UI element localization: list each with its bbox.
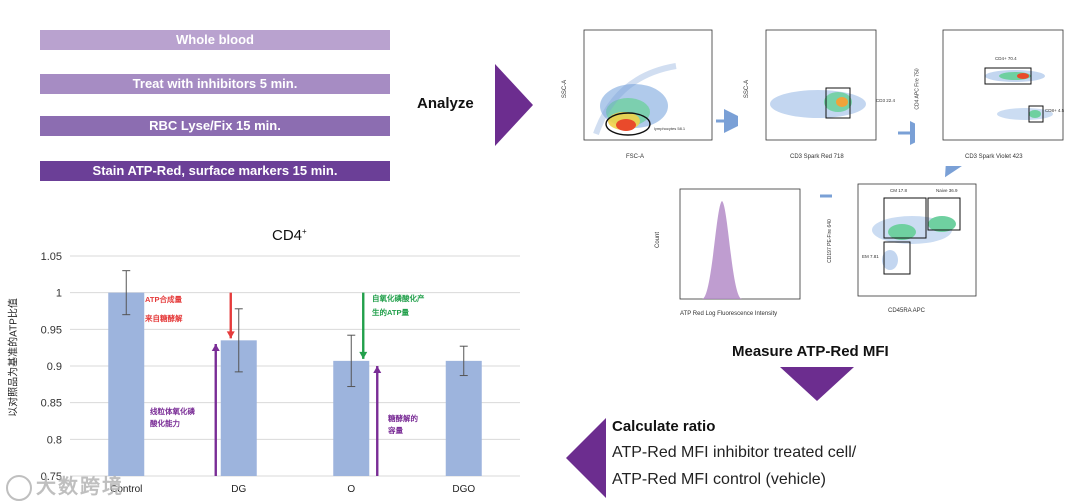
y-tick-label: 1	[56, 288, 62, 300]
x-tick-label: Control	[110, 484, 142, 495]
step-stain: Stain ATP-Red, surface markers 15 min.	[40, 161, 390, 181]
y-tick-label: 0.95	[41, 324, 62, 336]
y-tick-label: 0.9	[47, 361, 62, 373]
chart-title-text: CD4	[272, 227, 303, 244]
plot3-ylabel: CD4 APC Fire 750	[914, 68, 921, 110]
flow-plot-cd4-cd8: CD4 APC Fire 750 CD3 Spark Violet 423 CD…	[915, 26, 1075, 166]
analyze-label: Analyze	[417, 95, 474, 112]
annotation-red-1: ATP合成量	[145, 295, 182, 304]
annotation-purple-dg-2: 酸化能力	[150, 419, 180, 428]
chart-title-sup: +	[302, 227, 307, 236]
plot2-gate: CD3 22.4	[876, 98, 896, 103]
arrow-red-head	[226, 331, 235, 339]
ratio-arrow-icon	[566, 418, 606, 498]
x-tick-label: DGO	[452, 484, 475, 495]
plot2-ylabel: SSC-A	[744, 79, 751, 99]
measure-arrow-icon	[780, 367, 854, 401]
plot4-ylabel: CD197 PE-Fire 640	[826, 219, 833, 263]
plot3-xlabel: CD3 Spark Violet 423	[965, 154, 1023, 160]
plot4-gate-naive: Naive 36.9	[936, 188, 958, 193]
arrow-purple-o-head	[373, 366, 382, 373]
arrow-purple-dg-head	[211, 344, 220, 351]
flow-plot-cd45ra-cd197: CD197 PE-Fire 640 CD45RA APC CM 17.8 Nai…	[827, 180, 982, 320]
watermark: 大数跨境	[6, 470, 124, 501]
plot4-xlabel: CD45RA APC	[888, 308, 926, 314]
measure-label: Measure ATP-Red MFI	[732, 343, 889, 360]
watermark-logo-icon	[6, 474, 32, 501]
step-treat-inhibitors: Treat with inhibitors 5 min.	[40, 74, 390, 94]
bar-control	[108, 292, 145, 476]
plot4-gate-cm: CM 17.8	[890, 188, 908, 193]
plot4-gate-em: EM 7.81	[862, 254, 879, 259]
step-whole-blood: Whole blood	[40, 30, 390, 50]
plot1-xlabel: FSC-A	[626, 154, 644, 160]
flow-histogram-atp-red: Count ATP Red Log Fluorescence Intensity	[650, 185, 820, 320]
annotation-green-1: 自氧化磷酸化产	[372, 294, 425, 303]
annotation-purple-o-1: 糖酵解的	[388, 414, 418, 423]
plot3-gate-right: CD8+ 4.5	[1045, 108, 1065, 113]
annotation-purple-o-2: 容量	[388, 426, 403, 435]
histogram-xlabel: ATP Red Log Fluorescence Intensity	[680, 311, 778, 317]
annotation-red-2: 来自糖酵解	[145, 314, 183, 323]
arrow-green-head	[359, 351, 368, 359]
x-tick-label: O	[347, 484, 355, 495]
bar-dgo	[445, 360, 482, 476]
plot3-gate-top: CD4+ 70.4	[995, 56, 1017, 61]
chart-title: CD4+	[272, 227, 307, 244]
y-tick-label: 0.85	[41, 398, 62, 410]
x-tick-label: DG	[231, 484, 246, 495]
ratio-line2: ATP-Red MFI control (vehicle)	[612, 471, 826, 488]
y-tick-label: 1.05	[41, 251, 62, 263]
annotation-purple-dg-1: 线粒体氧化磷	[150, 407, 195, 416]
step-rbc-lyse: RBC Lyse/Fix 15 min.	[40, 116, 390, 136]
ratio-title: Calculate ratio	[612, 418, 716, 435]
y-tick-label: 0.8	[47, 434, 62, 446]
analyze-arrow-icon	[495, 64, 533, 146]
histogram-ylabel: Count	[655, 231, 662, 249]
y-tick-label: 0.75	[41, 471, 62, 483]
flow-plot-cd3: SSC-A CD3 Spark Red 718 CD3 22.4	[738, 26, 898, 166]
plot2-xlabel: CD3 Spark Red 718	[790, 154, 844, 160]
flow-plot-fsc-ssc: SSC-A FSC-A lymphocytes 58.1	[556, 26, 716, 166]
annotation-green-2: 生的ATP量	[372, 308, 409, 317]
plot1-gate: lymphocytes 58.1	[654, 126, 686, 131]
ratio-line1: ATP-Red MFI inhibitor treated cell/	[612, 444, 857, 461]
plot1-ylabel: SSC-A	[562, 79, 569, 99]
